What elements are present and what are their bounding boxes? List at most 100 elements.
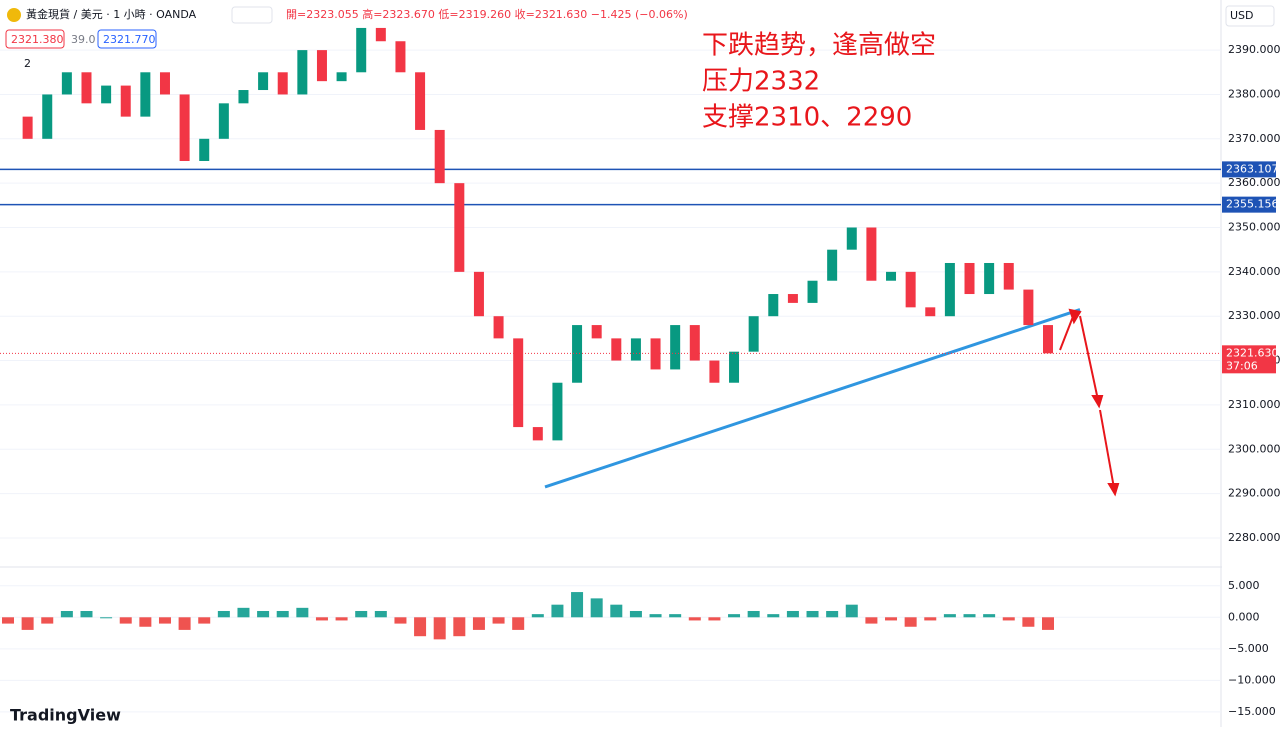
candle	[258, 72, 269, 91]
candle	[159, 72, 170, 95]
histogram-bar	[1002, 617, 1015, 621]
candle	[415, 72, 426, 130]
candle	[277, 72, 288, 95]
histogram-bar	[60, 610, 73, 618]
histogram-bar	[551, 604, 564, 618]
candle	[454, 183, 465, 272]
histogram-bar	[669, 614, 682, 618]
histogram-bar	[158, 617, 171, 624]
spread: 39.0	[71, 33, 96, 46]
indicator-count[interactable]: 2	[24, 57, 31, 70]
candle	[375, 27, 386, 42]
trend-line	[544, 308, 1081, 489]
annotation-line: 压力2332	[702, 67, 820, 97]
currency-button[interactable]	[1225, 5, 1275, 27]
histogram-bar	[983, 614, 996, 618]
heart-button[interactable]	[231, 6, 273, 24]
candle	[591, 325, 602, 339]
histogram-bar	[257, 610, 270, 618]
y-tick-label: 2340.000	[1228, 265, 1280, 278]
histogram-bar	[1022, 617, 1035, 627]
symbol[interactable]: 黃金現貨 / 美元 · 1 小時 · OANDA	[26, 7, 197, 21]
last-price-box	[1222, 345, 1276, 374]
y-tick-label: 0.000	[1228, 610, 1260, 623]
candle	[395, 41, 406, 73]
histogram-bar	[865, 617, 878, 624]
ohlc: 開=2323.055 高=2323.670 低=2319.260 收=2321.…	[286, 7, 688, 21]
candle	[552, 382, 563, 441]
y-tick-label: −10.000	[1228, 673, 1276, 686]
histogram-bar	[728, 614, 741, 618]
histogram-bar	[453, 617, 466, 637]
countdown: 37:06	[1226, 359, 1258, 372]
candle	[532, 427, 543, 441]
candle	[984, 262, 995, 295]
candle	[238, 90, 249, 104]
y-tick-label: −15.000	[1228, 705, 1276, 718]
candle	[748, 316, 759, 352]
candle	[316, 50, 327, 82]
symbol-icon	[7, 8, 21, 22]
histogram-bar	[845, 604, 858, 618]
candle	[1003, 262, 1014, 290]
histogram-bar	[492, 617, 505, 624]
histogram-bar	[374, 610, 387, 618]
histogram-bar	[531, 614, 544, 618]
candle	[905, 271, 916, 308]
histogram-bar	[747, 610, 760, 618]
histogram-bar	[806, 610, 819, 618]
arrows	[1059, 308, 1120, 497]
candle	[493, 316, 504, 339]
buy-box[interactable]	[97, 29, 157, 49]
candle	[42, 94, 53, 139]
candle	[179, 94, 190, 161]
histogram-bar	[217, 610, 230, 618]
hline-label: 2355.156	[1226, 198, 1279, 211]
candle	[925, 307, 936, 317]
histogram-bar	[786, 610, 799, 618]
histogram-bar	[629, 610, 642, 618]
candle	[807, 280, 818, 303]
candle	[120, 85, 131, 117]
histogram-bar	[335, 617, 348, 621]
histogram-bar	[394, 617, 407, 624]
candle	[866, 227, 877, 281]
last-price: 2321.630	[1226, 346, 1279, 359]
y-tick-label: 2290.000	[1228, 487, 1280, 500]
candle	[689, 325, 700, 361]
candle	[22, 116, 33, 139]
candle	[768, 294, 779, 317]
histogram-bar	[41, 617, 54, 624]
currency[interactable]: USD	[1230, 9, 1254, 22]
histogram-bar	[963, 614, 976, 618]
candle	[729, 351, 740, 383]
histogram-bar	[414, 617, 427, 637]
histogram-bar	[885, 617, 898, 621]
histogram-bar	[472, 617, 485, 630]
histogram-bar	[610, 604, 623, 618]
histogram-bar	[433, 617, 446, 640]
y-tick-label: 2300.000	[1228, 442, 1280, 455]
sell-price[interactable]: 2321.380	[11, 33, 64, 46]
histogram-bar	[767, 614, 780, 618]
histogram-bar	[688, 617, 701, 621]
logo[interactable]: TradingView	[10, 706, 121, 725]
histogram-bar	[139, 617, 152, 627]
buy-price[interactable]: 2321.770	[103, 33, 156, 46]
histogram-bar	[80, 610, 93, 618]
histogram-bar	[590, 598, 603, 618]
hline-label: 2363.107	[1226, 162, 1279, 175]
histogram-bar	[904, 617, 917, 627]
y-tick-label: 2310.000	[1228, 398, 1280, 411]
candle	[827, 249, 838, 281]
hline-label-box	[1222, 161, 1276, 178]
sell-box[interactable]	[5, 29, 65, 49]
y-tick-label: 2380.000	[1228, 87, 1280, 100]
candle	[297, 50, 308, 95]
candle	[630, 338, 641, 361]
candle	[356, 27, 367, 73]
candle	[218, 103, 229, 139]
histogram-bar	[826, 610, 839, 618]
y-tick-label: 2360.000	[1228, 176, 1280, 189]
